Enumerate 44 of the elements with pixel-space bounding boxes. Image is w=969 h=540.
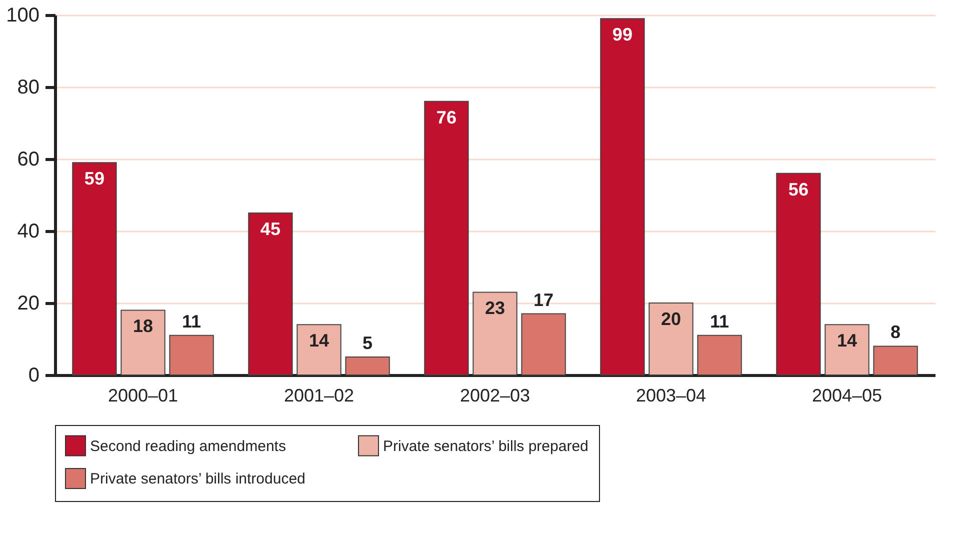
- x-tick-label: 2000–01: [108, 386, 178, 406]
- data-label: 76: [436, 107, 456, 128]
- data-label: 8: [890, 322, 901, 342]
- data-label: 11: [182, 311, 202, 332]
- bar: [648, 302, 694, 376]
- data-label: 23: [484, 298, 506, 318]
- bar: [697, 334, 742, 376]
- y-tick-label: 60: [17, 148, 40, 170]
- bar: [296, 324, 342, 376]
- data-label: 17: [534, 290, 554, 310]
- y-tick-label: 0: [28, 364, 40, 386]
- data-label: 45: [260, 219, 280, 239]
- x-tick-label: 2001–02: [284, 386, 354, 406]
- x-tick-label: 2004–05: [812, 386, 882, 406]
- data-label: 59: [84, 168, 104, 189]
- data-label: 14: [836, 330, 858, 351]
- bar: [521, 313, 566, 376]
- bar: [776, 172, 821, 376]
- bar: [600, 18, 645, 376]
- bar: [169, 334, 214, 376]
- x-tick-label: 2003–04: [636, 386, 706, 406]
- data-label: 18: [132, 316, 154, 336]
- y-tick-label: 100: [6, 4, 40, 26]
- y-tick-label: 40: [17, 220, 40, 242]
- y-tick-label: 80: [17, 76, 40, 98]
- data-label: 14: [308, 330, 330, 351]
- legend-label: Second reading amendments: [90, 438, 286, 455]
- data-label: 20: [660, 309, 682, 329]
- data-label: 99: [612, 24, 632, 45]
- legend-label: Private senators’ bills introduced: [90, 470, 306, 488]
- x-tick-label: 2002–03: [460, 386, 530, 406]
- data-label: 56: [788, 179, 808, 200]
- bar: [873, 346, 918, 376]
- bar: [72, 162, 117, 376]
- bar: [472, 292, 518, 376]
- y-tick-label: 20: [17, 292, 40, 314]
- bar: [424, 100, 469, 376]
- bar: [824, 324, 870, 376]
- legend-label: Private senators’ bills prepared: [383, 438, 588, 455]
- bar: [120, 310, 166, 376]
- data-label: 5: [362, 333, 373, 353]
- bar: [248, 212, 293, 376]
- bar: [345, 356, 390, 376]
- data-label: 11: [710, 311, 730, 332]
